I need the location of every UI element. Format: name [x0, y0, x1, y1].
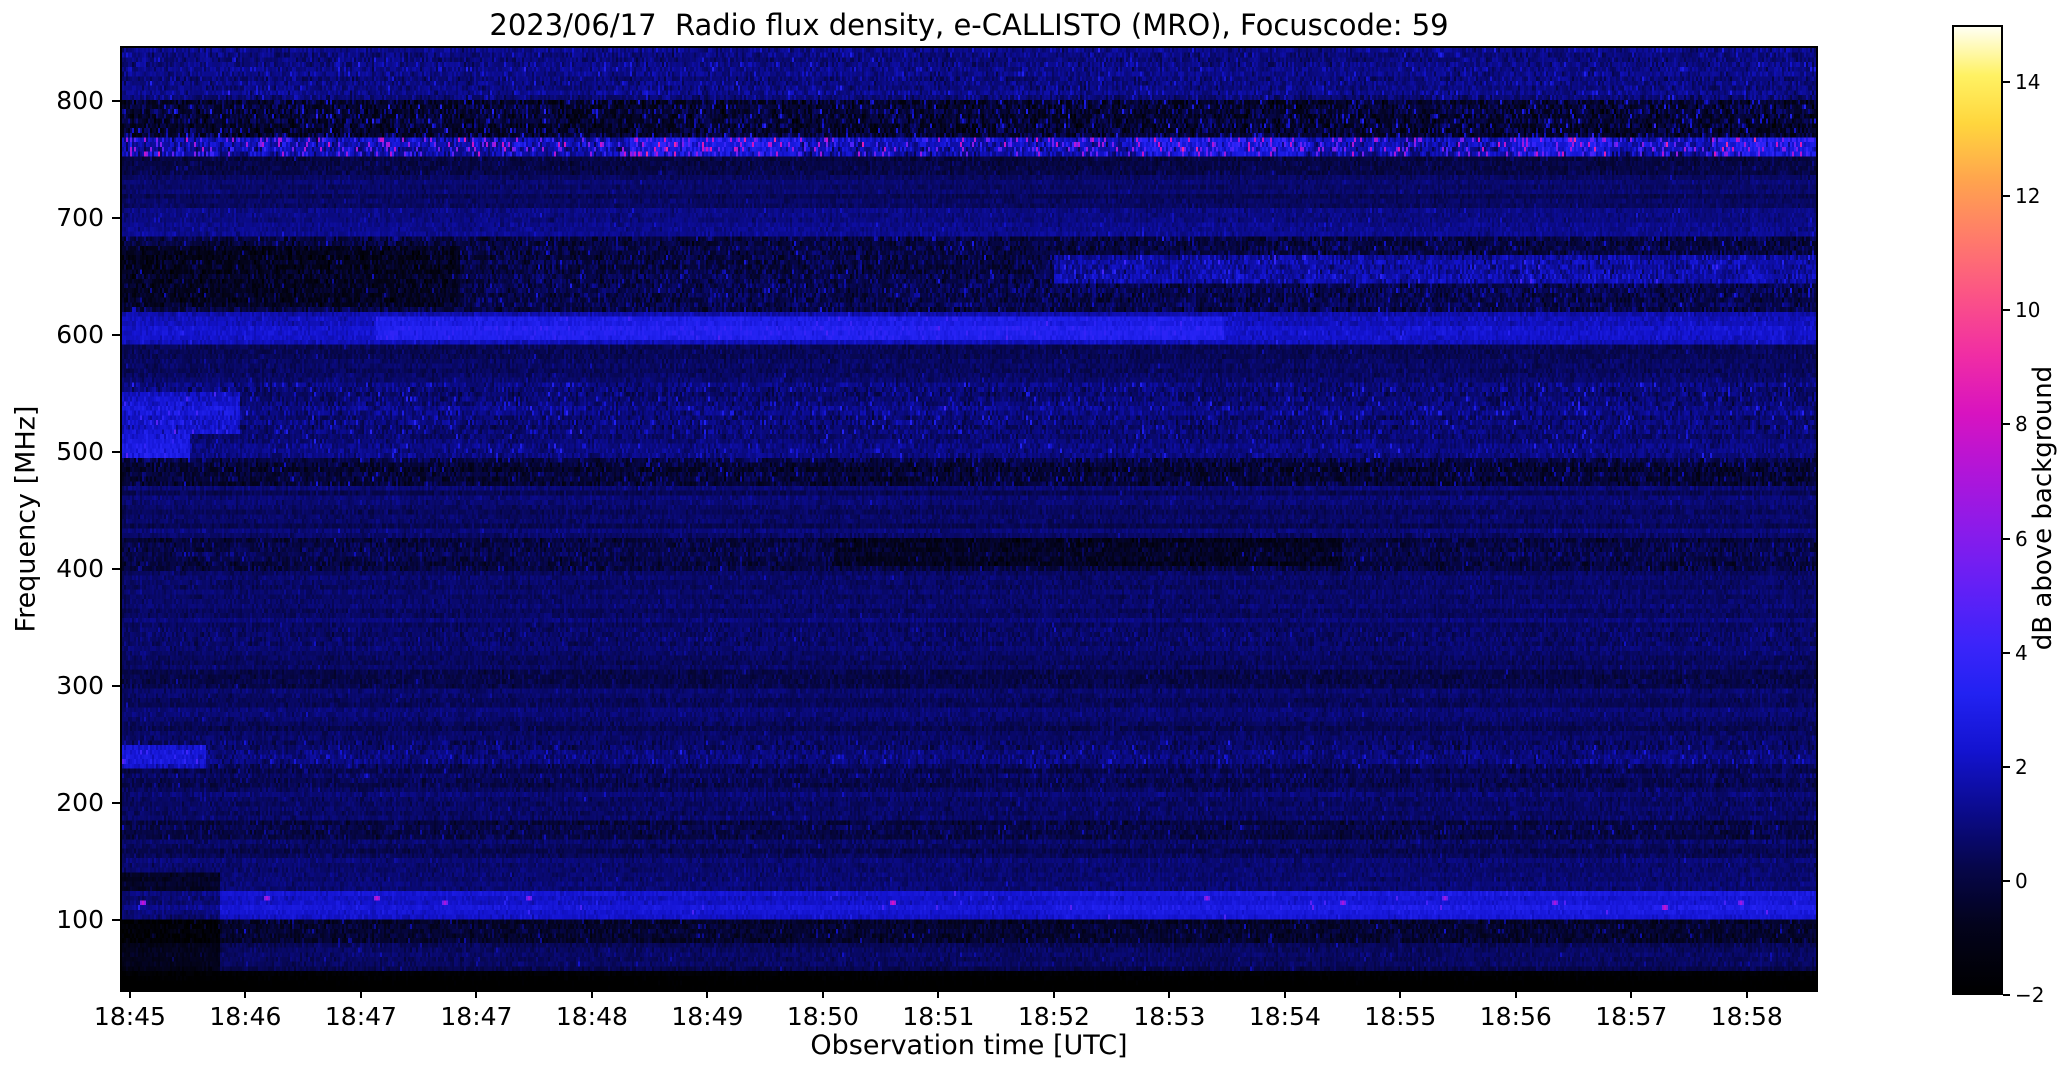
colorbar-tick-mark — [2003, 651, 2010, 654]
x-tick-label: 18:47 — [440, 1002, 513, 1031]
colorbar-tick-mark — [2003, 195, 2010, 198]
colorbar-tick-label: −2 — [2015, 983, 2045, 1007]
colorbar-tick-label: 4 — [2015, 640, 2028, 665]
colorbar-label: dB above background — [2028, 365, 2058, 651]
x-tick-mark — [475, 990, 478, 998]
x-tick-mark — [128, 990, 131, 998]
colorbar-tick-label: 0 — [2015, 868, 2028, 893]
y-tick-mark — [112, 684, 120, 687]
y-tick-label: 800 — [56, 85, 104, 115]
y-tick-label: 100 — [56, 904, 104, 934]
colorbar-tick-mark — [2003, 423, 2010, 426]
colorbar-tick-mark — [2003, 309, 2010, 312]
x-tick-mark — [937, 990, 940, 998]
x-tick-label: 18:55 — [1364, 1002, 1437, 1031]
y-axis-label: Frequency [MHz] — [10, 405, 42, 633]
x-tick-label: 18:53 — [1133, 1002, 1206, 1031]
x-tick-mark — [1283, 990, 1286, 998]
chart-title: 2023/06/17 Radio flux density, e-CALLIST… — [489, 8, 1449, 42]
plot-area — [120, 46, 1818, 992]
x-tick-mark — [706, 990, 709, 998]
colorbar-tick-mark — [2003, 537, 2010, 540]
x-tick-mark — [244, 990, 247, 998]
y-tick-mark — [112, 918, 120, 921]
x-axis-label: Observation time [UTC] — [810, 1030, 1128, 1061]
colorbar-tick-label: 10 — [2015, 298, 2041, 323]
y-tick-label: 700 — [56, 202, 104, 232]
x-tick-mark — [590, 990, 593, 998]
colorbar-tick-label: 12 — [2015, 184, 2041, 209]
x-tick-label: 18:47 — [324, 1002, 397, 1031]
y-tick-label: 500 — [56, 436, 104, 466]
x-tick-label: 18:50 — [786, 1002, 859, 1031]
x-tick-mark — [1630, 990, 1633, 998]
y-tick-mark — [112, 450, 120, 453]
x-tick-label: 18:56 — [1479, 1002, 1552, 1031]
colorbar-tick-label: 2 — [2015, 754, 2028, 779]
x-tick-label: 18:48 — [555, 1002, 628, 1031]
colorbar — [1952, 25, 2003, 995]
x-tick-label: 18:46 — [209, 1002, 282, 1031]
x-tick-mark — [359, 990, 362, 998]
x-tick-mark — [1514, 990, 1517, 998]
y-tick-label: 400 — [56, 553, 104, 583]
colorbar-tick-label: 6 — [2015, 526, 2028, 551]
colorbar-tick-label: 14 — [2015, 70, 2041, 95]
x-tick-mark — [1399, 990, 1402, 998]
y-tick-label: 300 — [56, 670, 104, 700]
colorbar-tick-mark — [2003, 765, 2010, 768]
x-tick-label: 18:57 — [1595, 1002, 1668, 1031]
y-tick-mark — [112, 801, 120, 804]
y-tick-mark — [112, 567, 120, 570]
colorbar-gradient — [1954, 27, 2001, 993]
y-tick-mark — [112, 333, 120, 336]
x-tick-mark — [821, 990, 824, 998]
x-tick-label: 18:54 — [1248, 1002, 1321, 1031]
x-tick-label: 18:45 — [93, 1002, 166, 1031]
x-tick-label: 18:51 — [902, 1002, 975, 1031]
spectrogram-canvas — [122, 48, 1816, 990]
x-tick-mark — [1052, 990, 1055, 998]
y-tick-label: 200 — [56, 787, 104, 817]
colorbar-tick-mark — [2003, 879, 2010, 882]
colorbar-tick-mark — [2003, 994, 2010, 996]
x-tick-label: 18:52 — [1017, 1002, 1090, 1031]
colorbar-tick-mark — [2003, 81, 2010, 84]
y-tick-label: 600 — [56, 319, 104, 349]
x-tick-label: 18:58 — [1710, 1002, 1783, 1031]
y-tick-mark — [112, 216, 120, 219]
y-tick-mark — [112, 99, 120, 102]
colorbar-tick-label: 8 — [2015, 412, 2028, 437]
x-tick-label: 18:49 — [671, 1002, 744, 1031]
x-tick-mark — [1745, 990, 1748, 998]
x-tick-mark — [1168, 990, 1171, 998]
